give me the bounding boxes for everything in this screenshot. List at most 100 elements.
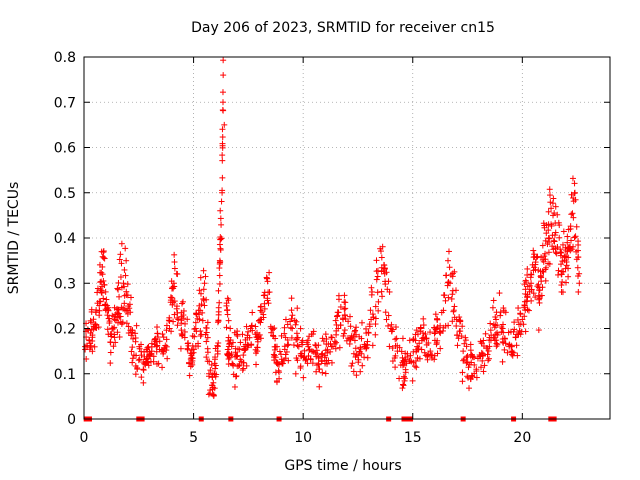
data-point	[521, 313, 528, 320]
data-point	[316, 383, 323, 390]
data-point	[355, 359, 362, 366]
data-point	[558, 282, 565, 289]
data-point	[350, 368, 357, 375]
data-point	[111, 334, 118, 341]
data-point	[116, 333, 123, 340]
data-point	[354, 352, 361, 359]
data-point	[530, 290, 537, 297]
data-point	[166, 317, 173, 324]
data-point	[477, 364, 484, 371]
data-point	[220, 57, 227, 64]
data-point	[341, 306, 348, 313]
data-point	[559, 289, 566, 296]
data-point	[181, 328, 188, 335]
data-point	[276, 375, 283, 382]
data-point	[542, 256, 549, 263]
data-point	[129, 359, 136, 366]
data-point	[455, 335, 462, 342]
data-point	[453, 332, 460, 339]
data-point	[197, 333, 204, 340]
data-point	[556, 234, 563, 241]
data-point	[155, 360, 162, 367]
data-point	[203, 325, 210, 332]
data-point	[249, 309, 256, 316]
data-point	[104, 312, 111, 319]
data-point	[295, 343, 302, 350]
x-tick-label: 15	[404, 430, 422, 446]
data-point	[396, 375, 403, 382]
data-point	[570, 243, 577, 250]
data-point	[335, 309, 342, 316]
data-point	[94, 285, 101, 292]
data-point	[560, 228, 567, 235]
data-point	[160, 350, 167, 357]
data-point	[244, 334, 251, 341]
data-point	[528, 280, 535, 287]
data-point	[500, 339, 507, 346]
data-point	[553, 250, 560, 257]
data-point	[400, 382, 407, 389]
data-point	[459, 369, 466, 376]
data-point	[180, 307, 187, 314]
data-point	[532, 259, 539, 266]
data-point	[468, 359, 475, 366]
data-point	[301, 347, 308, 354]
data-point	[227, 325, 234, 332]
data-point	[427, 329, 434, 336]
data-point	[501, 346, 508, 353]
data-point	[499, 358, 506, 365]
data-point	[450, 307, 457, 314]
data-point	[109, 312, 116, 319]
data-point	[103, 296, 110, 303]
data-point	[520, 321, 527, 328]
data-point	[132, 338, 139, 345]
data-point	[487, 320, 494, 327]
data-point	[416, 340, 423, 347]
data-point	[449, 291, 456, 298]
data-point	[542, 237, 549, 244]
data-point	[111, 316, 118, 323]
data-point	[207, 367, 214, 374]
data-point	[226, 354, 233, 361]
data-point	[200, 267, 207, 274]
data-point	[417, 325, 424, 332]
data-point	[496, 290, 503, 297]
data-point	[378, 254, 385, 261]
data-point	[420, 322, 427, 329]
data-point	[129, 327, 136, 334]
data-point	[349, 360, 356, 367]
data-point	[344, 335, 351, 342]
data-point	[437, 330, 444, 337]
data-point	[239, 367, 246, 374]
data-point	[306, 333, 313, 340]
data-point	[345, 318, 352, 325]
data-point	[184, 316, 191, 323]
data-point	[154, 324, 161, 331]
data-point	[516, 327, 523, 334]
data-point	[572, 196, 579, 203]
data-point	[446, 264, 453, 271]
data-point	[447, 280, 454, 287]
data-point	[331, 338, 338, 345]
data-point	[512, 334, 519, 341]
data-point	[293, 355, 300, 362]
data-point	[548, 221, 555, 228]
data-point	[462, 337, 469, 344]
data-point	[416, 355, 423, 362]
data-point	[288, 334, 295, 341]
data-point	[174, 322, 181, 329]
data-point	[334, 313, 341, 320]
data-point	[469, 353, 476, 360]
data-point	[297, 363, 304, 370]
data-point	[479, 357, 486, 364]
data-point	[293, 318, 300, 325]
data-point	[375, 307, 382, 314]
data-point	[323, 336, 330, 343]
data-point	[534, 283, 541, 290]
data-point	[211, 385, 218, 392]
x-tick-label: 20	[513, 430, 531, 446]
data-point	[117, 251, 124, 258]
data-point	[130, 335, 137, 342]
data-point	[97, 279, 104, 286]
data-point	[277, 351, 284, 358]
